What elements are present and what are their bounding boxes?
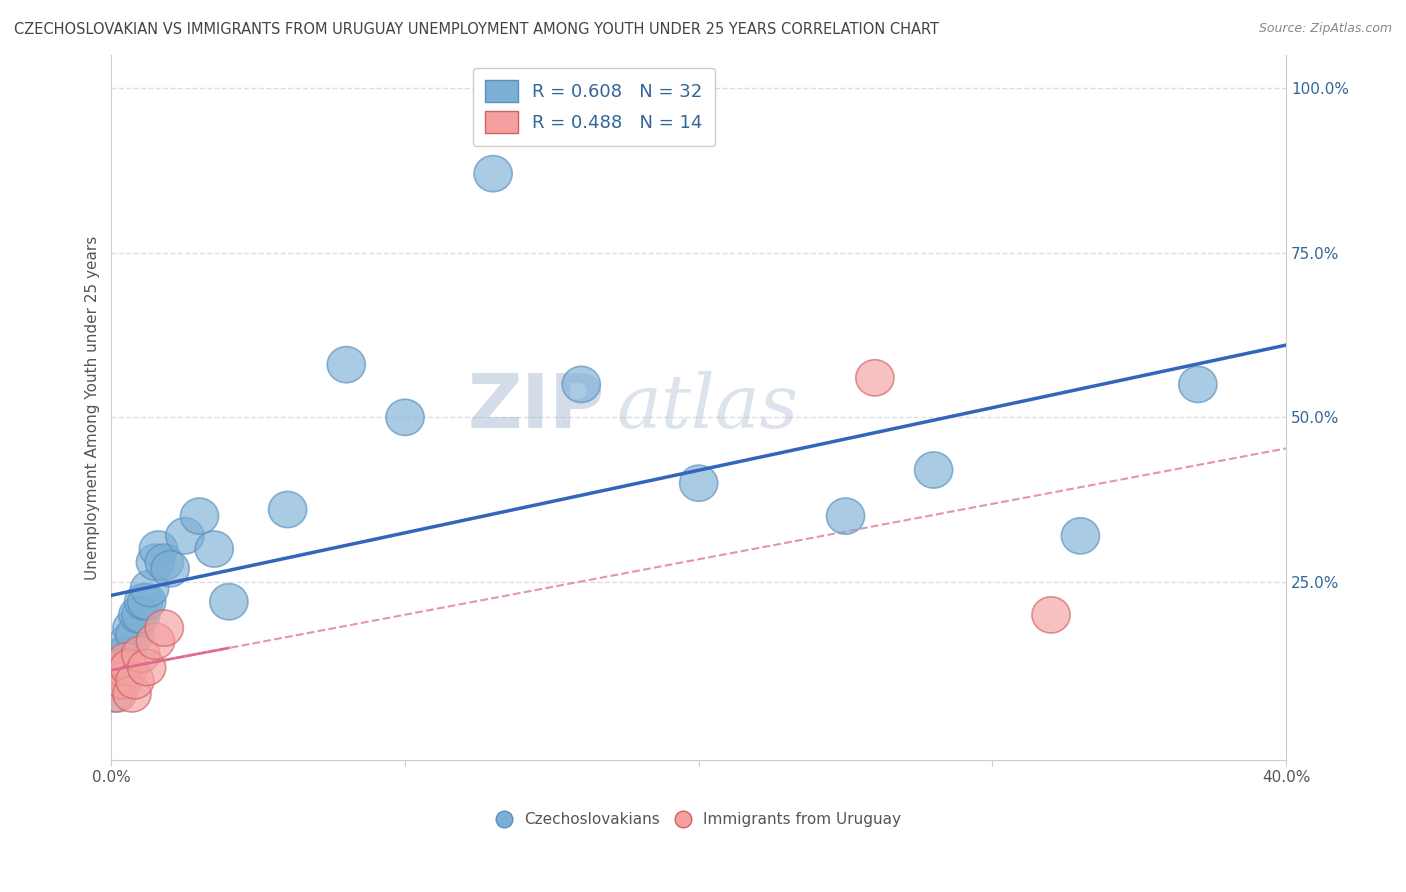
Text: atlas: atlas xyxy=(616,371,799,443)
Text: CZECHOSLOVAKIAN VS IMMIGRANTS FROM URUGUAY UNEMPLOYMENT AMONG YOUTH UNDER 25 YEA: CZECHOSLOVAKIAN VS IMMIGRANTS FROM URUGU… xyxy=(14,22,939,37)
Legend: Czechoslovakians, Immigrants from Uruguay: Czechoslovakians, Immigrants from Urugua… xyxy=(491,806,907,833)
Text: ZIP: ZIP xyxy=(467,371,605,444)
Y-axis label: Unemployment Among Youth under 25 years: Unemployment Among Youth under 25 years xyxy=(86,235,100,580)
Text: Source: ZipAtlas.com: Source: ZipAtlas.com xyxy=(1258,22,1392,36)
